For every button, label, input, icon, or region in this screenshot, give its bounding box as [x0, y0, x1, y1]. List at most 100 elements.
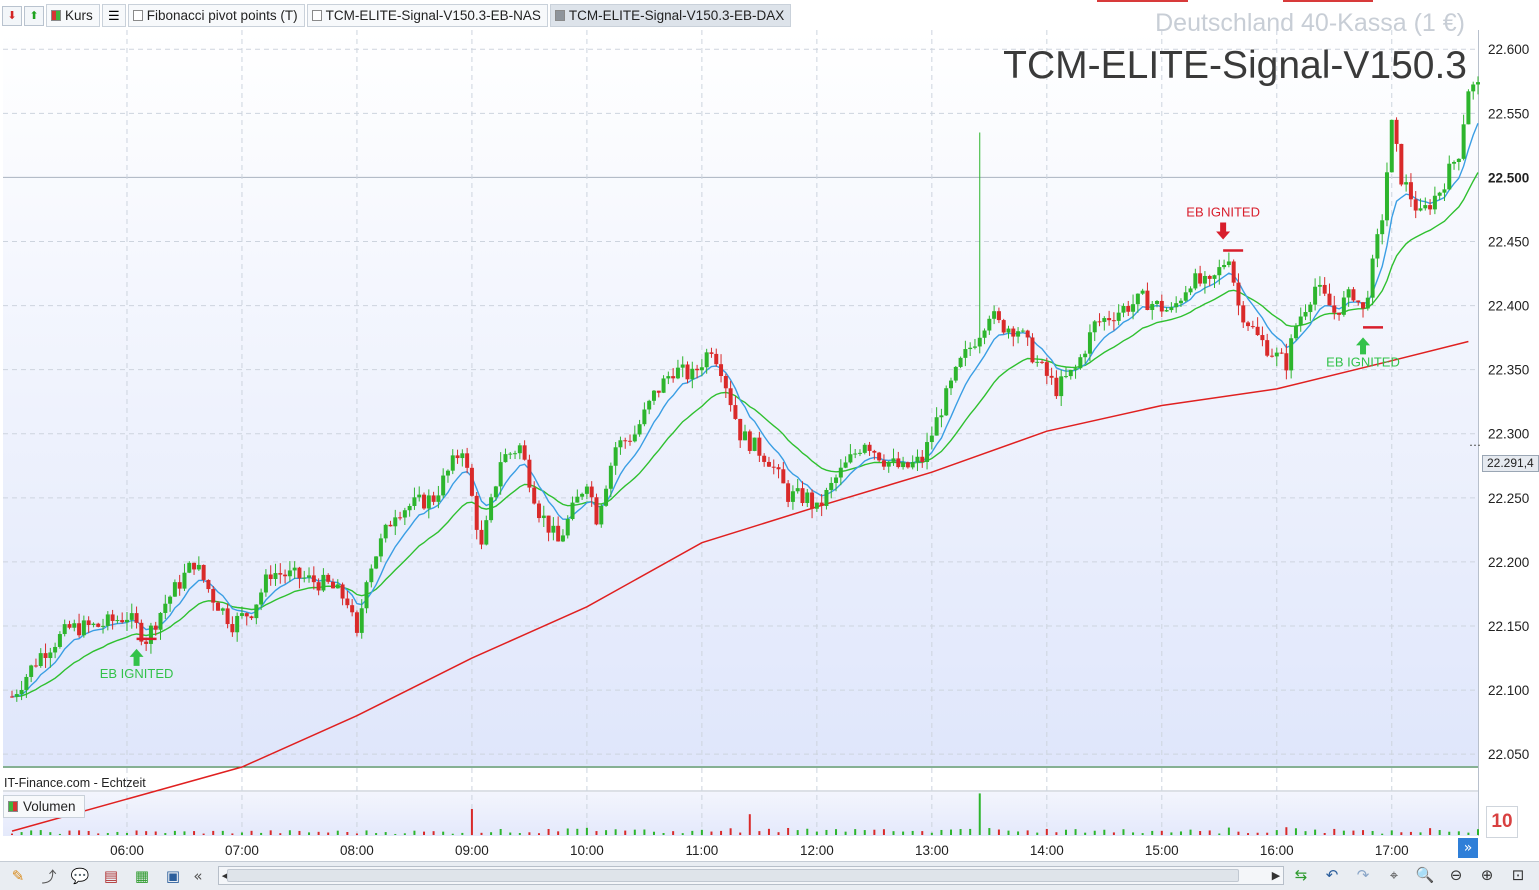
- arrows-icon[interactable]: ⇆: [1294, 866, 1308, 884]
- candle-body: [877, 452, 882, 461]
- volume-bar: [787, 827, 790, 835]
- volume-bar: [375, 833, 378, 835]
- volume-bar: [58, 833, 61, 835]
- candle-body: [91, 623, 96, 626]
- candle-body: [1145, 290, 1150, 311]
- volume-bar: [1017, 831, 1020, 835]
- volume-bar: [873, 829, 876, 835]
- candle-body: [982, 330, 987, 338]
- volume-bar: [1419, 832, 1422, 835]
- candle-body: [853, 453, 858, 455]
- candle-body: [72, 623, 77, 628]
- volume-bar: [1448, 831, 1451, 835]
- candle-body: [321, 574, 326, 591]
- time-scrollbar[interactable]: ◀ ▶: [218, 866, 1284, 885]
- candle-body: [460, 453, 465, 459]
- pencil-icon[interactable]: ✎: [11, 867, 25, 885]
- zoom-out-icon[interactable]: ⊖: [1449, 866, 1463, 884]
- volume-bar: [355, 833, 358, 835]
- candle-body: [148, 625, 153, 644]
- buy-icon[interactable]: ⬆: [24, 5, 44, 26]
- candle-body: [527, 459, 532, 488]
- volume-bar: [298, 830, 301, 835]
- legend-eb-dax[interactable]: TCM-ELITE-Signal-V150.3-EB-DAX: [549, 4, 792, 27]
- volume-bar: [97, 833, 100, 835]
- candle-body: [575, 496, 580, 503]
- candle-body: [522, 445, 527, 460]
- sell-icon[interactable]: ⬇: [2, 5, 22, 26]
- scroll-to-end-icon[interactable]: »: [1458, 838, 1478, 858]
- stack-icon[interactable]: ▦: [134, 867, 150, 885]
- volume-bar: [854, 829, 857, 835]
- candle-body: [134, 613, 139, 623]
- crosshair-icon[interactable]: ⌖: [1389, 866, 1399, 884]
- candle-body: [465, 453, 470, 468]
- legend-eb-nas[interactable]: TCM-ELITE-Signal-V150.3-EB-NAS: [306, 4, 548, 27]
- volume-bar: [499, 828, 502, 835]
- legend-volume[interactable]: Volumen: [3, 795, 85, 818]
- candle-body: [1054, 377, 1059, 397]
- x-tick-label: 06:00: [110, 843, 144, 858]
- candle-body: [1289, 338, 1294, 371]
- candle-body: [417, 494, 422, 498]
- current-price-tag: 22.291,4: [1482, 455, 1539, 472]
- legend-fibonacci[interactable]: Fibonacci pivot points (T): [127, 4, 305, 27]
- volume-bar: [1457, 831, 1460, 835]
- zoom-icon[interactable]: 🔍: [1415, 866, 1435, 884]
- scroll-left-icon[interactable]: ◀: [221, 869, 231, 882]
- candle-body: [508, 453, 513, 455]
- checkbox-icon[interactable]: [132, 10, 143, 21]
- candle-body: [1442, 189, 1447, 193]
- volume-bar: [882, 829, 885, 835]
- candle-body: [14, 694, 19, 697]
- x-tick-label: 14:00: [1030, 843, 1064, 858]
- candle-body: [201, 564, 206, 580]
- candle-body: [623, 440, 628, 442]
- legend-kurs[interactable]: Kurs: [46, 4, 100, 27]
- candle-swatch-icon: [51, 10, 61, 21]
- candle-body: [330, 581, 335, 589]
- chat-icon[interactable]: 💬: [70, 867, 90, 885]
- volume-bar: [806, 828, 809, 835]
- checkbox-icon[interactable]: [311, 10, 322, 21]
- candle-body: [1346, 289, 1351, 298]
- candle-body: [1471, 84, 1476, 92]
- candle-body: [192, 562, 197, 570]
- candle-body: [824, 489, 829, 506]
- candle-body: [632, 434, 637, 442]
- volume-bar: [1371, 830, 1374, 835]
- redo-icon[interactable]: ↷: [1356, 866, 1370, 884]
- candle-body: [1332, 305, 1337, 313]
- candle-body: [1269, 355, 1274, 357]
- candle-body: [685, 364, 690, 380]
- candle-body: [268, 574, 273, 579]
- volume-bar: [988, 828, 991, 835]
- volume-bar: [815, 831, 818, 835]
- volume-bar: [1237, 831, 1240, 835]
- candle-body: [949, 380, 954, 389]
- volume-bar: [528, 832, 531, 835]
- candle-body: [412, 497, 417, 506]
- candle-body: [925, 442, 930, 462]
- indicator-list-icon[interactable]: ☰: [101, 4, 126, 27]
- scroll-right-icon[interactable]: ▶: [1271, 869, 1281, 882]
- candle-body: [628, 440, 633, 442]
- candle-body: [1298, 316, 1303, 326]
- list-icon[interactable]: ▤: [103, 867, 119, 885]
- volume-bar: [1342, 830, 1345, 835]
- zoom-in-icon[interactable]: ⊕: [1480, 866, 1494, 884]
- collapse-icon[interactable]: «: [193, 867, 203, 885]
- share-icon[interactable]: ⤴: [41, 867, 57, 886]
- scrollbar-thumb[interactable]: [227, 869, 1239, 882]
- candle-body: [350, 605, 355, 613]
- undo-icon[interactable]: ↶: [1325, 866, 1339, 884]
- y-tick-label: 22.250: [1488, 491, 1529, 506]
- volume-pane: [3, 792, 1478, 836]
- candle-body: [1404, 182, 1409, 185]
- window-icon[interactable]: ▣: [165, 867, 181, 885]
- checkbox-icon[interactable]: [554, 10, 565, 21]
- candle-body: [354, 612, 359, 633]
- zoom-fit-icon[interactable]: ⊡: [1511, 866, 1525, 884]
- candle-body: [1202, 275, 1207, 284]
